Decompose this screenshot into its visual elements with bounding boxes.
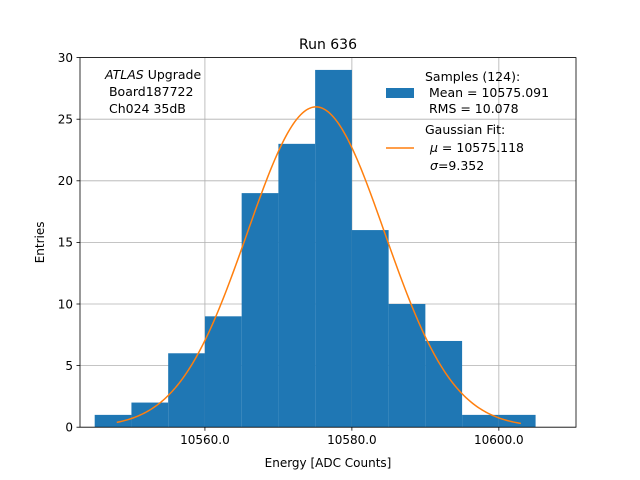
histogram-bar-3 — [204, 316, 242, 428]
axis-ticks: 10560.0 10580.0 10600.0 0 5 10 15 20 25 30 — [58, 51, 524, 447]
y-tick-label-0: 0 — [65, 421, 73, 435]
y-tick-label-6: 30 — [58, 51, 73, 65]
histogram-bar-11 — [498, 414, 536, 428]
y-tick-label-1: 5 — [65, 359, 73, 373]
x-tick-label-0: 10560.0 — [180, 433, 230, 447]
histogram-bar-0 — [94, 414, 132, 428]
legend-sigma-value: =9.352 — [438, 158, 484, 173]
atlas-annotation: ATLAS Upgrade Board187722 Ch024 35dB — [104, 67, 201, 116]
histogram-bars — [94, 69, 536, 428]
legend-samples-line-2: Mean = 10575.091 — [425, 85, 549, 100]
annotation-upgrade: Upgrade — [144, 67, 202, 82]
annotation-line-2: Board187722 — [105, 84, 193, 99]
y-axis-label: Entries — [33, 222, 47, 264]
legend-fit-line-2: μ = 10575.118 — [429, 140, 524, 155]
legend-sigma-symbol: σ — [430, 158, 439, 173]
legend-mu-value: = 10575.118 — [438, 140, 524, 155]
histogram-bar-4 — [241, 193, 279, 428]
y-tick-label-5: 25 — [58, 113, 73, 127]
histogram-bar-5 — [278, 143, 316, 428]
y-tick-label-3: 15 — [58, 236, 73, 250]
annotation-atlas: ATLAS — [104, 67, 144, 82]
legend-fit-line-3: σ=9.352 — [430, 158, 484, 173]
annotation-line-3: Ch024 35dB — [105, 101, 186, 116]
histogram-bar-8 — [388, 304, 426, 428]
histogram-bar-2 — [168, 353, 205, 428]
legend-samples-line-1: Samples (124): — [425, 69, 520, 84]
histogram-bar-7 — [351, 230, 389, 428]
legend-mu-symbol: μ — [429, 140, 438, 155]
annotation-line-1: ATLAS Upgrade — [104, 67, 201, 82]
x-axis-label: Energy [ADC Counts] — [265, 456, 392, 470]
histogram-bar-1 — [131, 402, 169, 428]
x-tick-label-2: 10600.0 — [474, 433, 524, 447]
chart-title: Run 636 — [299, 37, 357, 53]
histogram-bar-6 — [315, 69, 352, 428]
x-tick-label-1: 10580.0 — [327, 433, 377, 447]
legend-fit-line-1: Gaussian Fit: — [425, 122, 505, 137]
gaussian-fit-curve — [116, 106, 522, 425]
histogram-bar-10 — [462, 414, 499, 428]
histogram-bar-9 — [425, 340, 463, 428]
y-tick-label-4: 20 — [58, 174, 73, 188]
legend-samples-line-3: RMS = 10.078 — [425, 101, 519, 116]
legend-samples-swatch — [386, 88, 414, 98]
legend: Samples (124): Mean = 10575.091 RMS = 10… — [386, 69, 549, 173]
y-tick-label-2: 10 — [58, 297, 73, 311]
